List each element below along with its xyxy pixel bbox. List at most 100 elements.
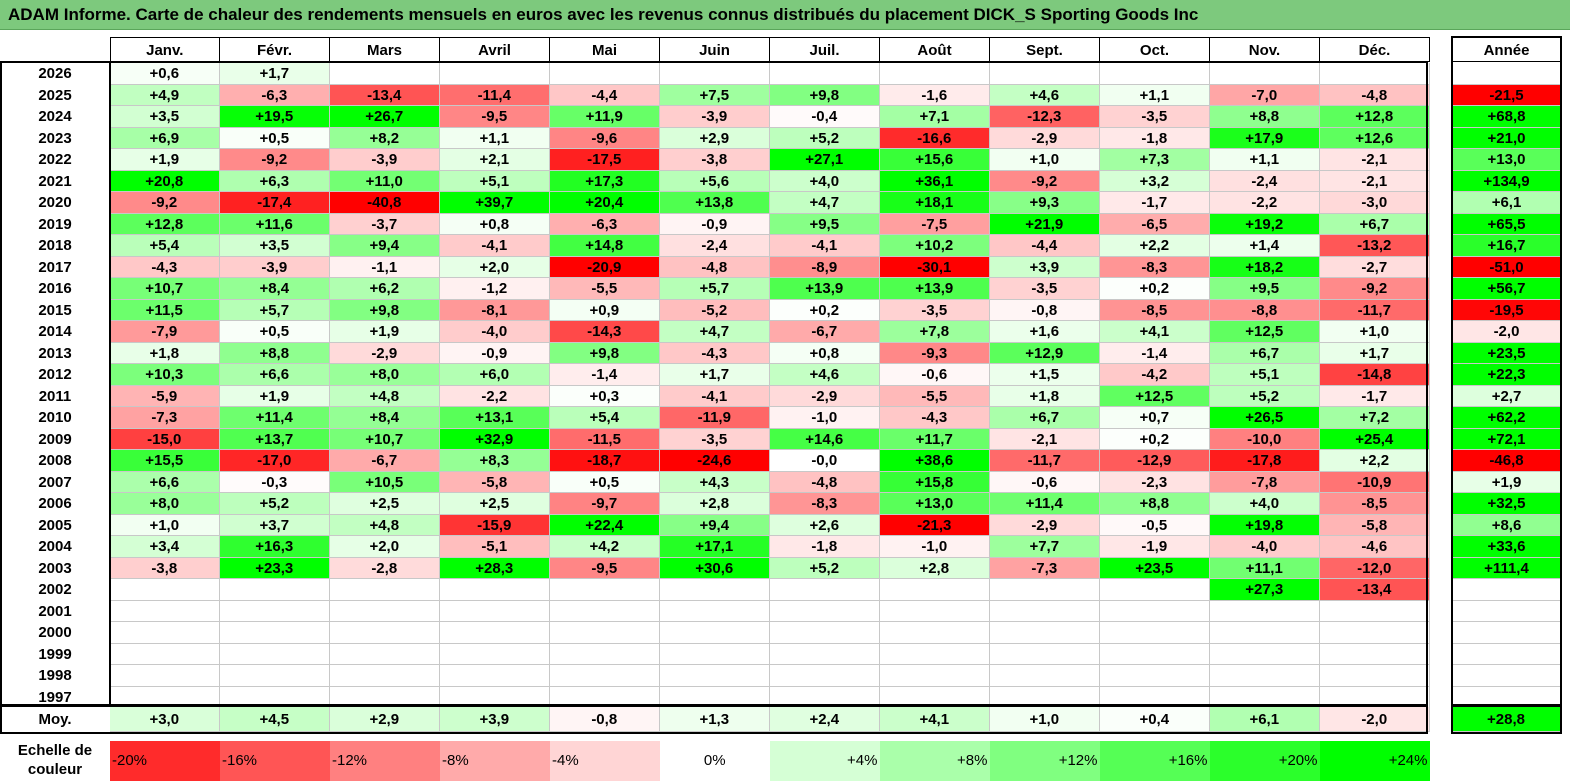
heatmap-cell: -0,0 — [770, 450, 880, 472]
heatmap-cell: +11,6 — [220, 213, 330, 235]
heatmap-cell: +4,0 — [770, 170, 880, 192]
color-scale-swatch: +24% — [1320, 741, 1430, 781]
heatmap-cell: -9,7 — [550, 493, 660, 515]
year-label: 2011 — [38, 387, 72, 405]
color-scale-swatch: +4% — [770, 741, 880, 781]
heatmap-cell — [660, 686, 770, 708]
heatmap-cell: +1,7 — [1320, 342, 1430, 364]
annual-cell: -21,5 — [1452, 84, 1561, 106]
average-cell: +4,1 — [880, 707, 990, 732]
heatmap-cell — [440, 643, 550, 665]
heatmap-cell — [550, 665, 660, 687]
year-label: 2023 — [38, 129, 72, 147]
heatmap-cell — [770, 600, 880, 622]
heatmap-cell: +13,7 — [220, 428, 330, 450]
heatmap-cell: -12,3 — [990, 106, 1100, 128]
year-label: 2001 — [38, 602, 72, 620]
heatmap-cell: +23,3 — [220, 557, 330, 579]
year-label: 2003 — [38, 559, 72, 577]
color-scale-swatch: -8% — [440, 741, 550, 781]
heatmap-cell: +5,4 — [550, 407, 660, 429]
heatmap-cell: -13,4 — [330, 84, 440, 106]
heatmap-cell: +6,3 — [220, 170, 330, 192]
heatmap-cell: +16,3 — [220, 536, 330, 558]
heatmap-cell: -2,2 — [1210, 192, 1320, 214]
heatmap-cell: +5,1 — [1210, 364, 1320, 386]
heatmap-cell — [1320, 686, 1430, 708]
heatmap-cell — [550, 600, 660, 622]
color-scale-swatch: 0% — [660, 741, 770, 781]
heatmap-cell — [880, 622, 990, 644]
heatmap-cell: +13,1 — [440, 407, 550, 429]
heatmap-cell — [990, 686, 1100, 708]
average-cell: +2,9 — [330, 707, 440, 732]
heatmap-cell: +0,3 — [550, 385, 660, 407]
heatmap-cell: +5,2 — [770, 557, 880, 579]
heatmap-cell: +19,8 — [1210, 514, 1320, 536]
heatmap-cell: +2,1 — [440, 149, 550, 171]
year-label: 2017 — [38, 258, 72, 276]
heatmap-cell — [1320, 622, 1430, 644]
heatmap-cell: -0,3 — [220, 471, 330, 493]
heatmap-cell: +8,2 — [330, 127, 440, 149]
heatmap-cell: +14,6 — [770, 428, 880, 450]
heatmap-cell: -8,8 — [1210, 299, 1320, 321]
heatmap-cell — [110, 579, 220, 601]
color-scale-swatch: -12% — [330, 741, 440, 781]
heatmap-cell: +18,2 — [1210, 256, 1320, 278]
heatmap-cell: +17,3 — [550, 170, 660, 192]
heatmap-cell — [220, 600, 330, 622]
heatmap-cell: -6,3 — [550, 213, 660, 235]
heatmap-cell: -1,8 — [770, 536, 880, 558]
heatmap-cell: -2,1 — [1320, 170, 1430, 192]
heatmap-cell: +7,2 — [1320, 407, 1430, 429]
heatmap-cell: -13,4 — [1320, 579, 1430, 601]
heatmap-cell: +3,4 — [110, 536, 220, 558]
annual-cell: +8,6 — [1452, 514, 1561, 536]
heatmap-cell: +26,7 — [330, 106, 440, 128]
heatmap-cell: +8,0 — [330, 364, 440, 386]
year-label: 2025 — [38, 86, 72, 104]
heatmap-cell: +1,9 — [330, 321, 440, 343]
heatmap-cell: -1,0 — [880, 536, 990, 558]
heatmap-cell: -1,7 — [1100, 192, 1210, 214]
annual-cell: +21,0 — [1452, 127, 1561, 149]
year-label: 2024 — [38, 108, 72, 125]
heatmap-cell: +18,1 — [880, 192, 990, 214]
heatmap-cell — [110, 622, 220, 644]
heatmap-cell: -0,5 — [1100, 514, 1210, 536]
heatmap-cell: -8,5 — [1100, 299, 1210, 321]
heatmap-cell: +25,4 — [1320, 428, 1430, 450]
heatmap-cell: -5,5 — [550, 278, 660, 300]
heatmap-cell: +5,7 — [220, 299, 330, 321]
average-cell: +3,0 — [110, 707, 220, 732]
average-cell: -0,8 — [550, 707, 660, 732]
annual-cell: +32,5 — [1452, 493, 1561, 515]
heatmap-cell: -3,5 — [660, 428, 770, 450]
heatmap-cell: +10,5 — [330, 471, 440, 493]
heatmap-cell — [1210, 63, 1320, 85]
heatmap-cell: -9,6 — [550, 127, 660, 149]
heatmap-cell: +13,9 — [770, 278, 880, 300]
heatmap-cell: -15,0 — [110, 428, 220, 450]
heatmap-cell — [1320, 600, 1430, 622]
report-title: ADAM Informe. Carte de chaleur des rende… — [0, 0, 1570, 30]
heatmap-cell: +11,0 — [330, 170, 440, 192]
heatmap-cell — [880, 643, 990, 665]
heatmap-cell: -40,8 — [330, 192, 440, 214]
heatmap-cell: +0,2 — [1100, 428, 1210, 450]
heatmap-cell: -4,3 — [110, 256, 220, 278]
annual-cell: +72,1 — [1452, 428, 1561, 450]
heatmap-cell: +1,7 — [660, 364, 770, 386]
heatmap-cell: -12,9 — [1100, 450, 1210, 472]
heatmap-cell: +17,9 — [1210, 127, 1320, 149]
heatmap-cell: -3,7 — [330, 213, 440, 235]
heatmap-cell: +6,0 — [440, 364, 550, 386]
heatmap-cell: +0,5 — [220, 321, 330, 343]
heatmap-cell: +0,8 — [770, 342, 880, 364]
heatmap-cell: -17,8 — [1210, 450, 1320, 472]
heatmap-cell — [990, 579, 1100, 601]
heatmap-cell: -2,9 — [990, 127, 1100, 149]
heatmap-cell: +8,3 — [440, 450, 550, 472]
heatmap-cell: -3,8 — [660, 149, 770, 171]
